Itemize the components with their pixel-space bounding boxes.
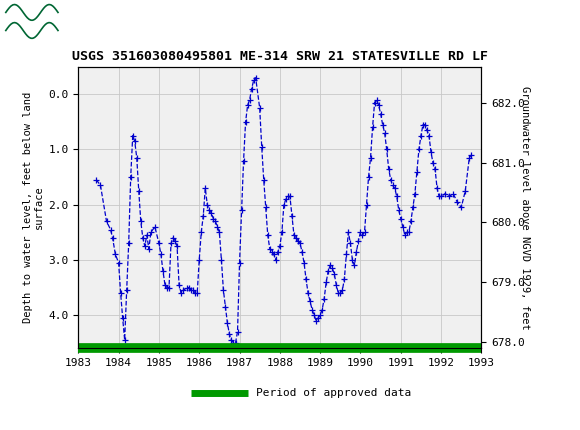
Title: USGS 351603080495801 ME-314 SRW 21 STATESVILLE RD LF: USGS 351603080495801 ME-314 SRW 21 STATE… xyxy=(72,50,488,63)
Text: Period of approved data: Period of approved data xyxy=(256,388,411,399)
Y-axis label: Groundwater level above NGVD 1929, feet: Groundwater level above NGVD 1929, feet xyxy=(520,86,531,329)
Y-axis label: Depth to water level, feet below land
surface: Depth to water level, feet below land su… xyxy=(23,92,44,323)
Text: USGS: USGS xyxy=(67,13,126,32)
FancyBboxPatch shape xyxy=(5,3,60,42)
